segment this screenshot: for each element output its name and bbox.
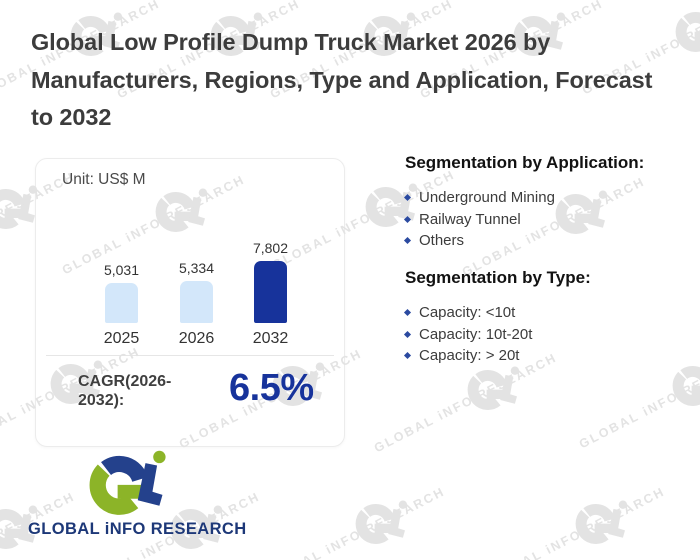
list-item-label: Capacity: 10t-20t [419,325,533,343]
list-item-label: Underground Mining [419,189,555,206]
bar-year-label: 2025 [103,330,140,347]
diamond-bullet-icon [403,351,412,360]
diamond-bullet-icon [403,330,412,338]
diamond-bullet-icon [403,236,412,245]
watermark: GLOBAL iNFO RESEARCH [372,350,560,455]
bar-value-label: 5,031 [103,262,140,278]
bar-year-label: 2026 [178,330,215,347]
brand-logo: GLOBAL iNFO RESEARCH [28,450,247,539]
page-title: Global Low Profile Dump Truck Market 202… [31,29,653,130]
bar [180,281,213,323]
bar-chart: 5,031 2025 5,334 2026 7,802 2032 [36,159,344,446]
diamond-bullet-icon [403,193,412,202]
list-item: Others [403,230,685,252]
gi-logo-icon [89,450,166,515]
list-item: Railway Tunnel [403,209,685,231]
watermark: GLOBAL iNFO RESEARCH [577,346,700,451]
card-divider [46,355,334,356]
segmentation-application-list: Underground Mining Railway Tunnel Others [403,187,685,252]
segmentation-by-application: Segmentation by Application: Underground… [403,153,685,252]
watermark: GLOBAL iNFO RESEARCH [0,489,77,560]
market-value-card: Unit: US$ M 5,031 2025 5,334 2026 7,802 2032 … [35,158,345,447]
cagr-value: 6.5% [229,367,314,409]
gi-watermark-icon [575,500,631,544]
diamond-bullet-icon [403,215,412,223]
segmentation-type-heading: Segmentation by Type: [405,268,591,287]
watermark: GLOBAL iNFO RESEARCH [480,484,668,560]
watermark: GLOBAL iNFO RESEARCH [260,484,448,560]
gi-watermark-icon [355,500,411,544]
bar [254,261,287,323]
segmentation-application-heading: Segmentation by Application: [405,153,645,172]
gi-watermark-icon [672,362,700,406]
list-item-label: Railway Tunnel [419,210,521,228]
watermark-text: GLOBAL iNFO RESEARCH [479,484,668,560]
cagr-label: CAGR(2026-2032): [78,373,172,409]
watermark: GLOBAL iNFO RESEARCH [0,169,77,274]
bar-value-label: 5,334 [178,260,215,276]
list-item-label: Capacity: <10t [419,304,516,321]
list-item-label: Capacity: > 20t [419,347,520,364]
list-item: Capacity: <10t [403,302,685,324]
list-item: Capacity: > 20t [403,345,685,367]
diamond-bullet-icon [403,308,412,317]
bar-year-label: 2032 [252,330,289,347]
list-item: Underground Mining [403,187,685,209]
bar-value-label: 7,802 [252,240,289,256]
watermark-text: GLOBAL iNFO RESEARCH [259,484,448,560]
unit-label: Unit: US$ M [62,171,146,188]
list-item: Capacity: 10t-20t [403,324,685,346]
gi-watermark-icon [467,366,523,410]
segmentation-type-list: Capacity: <10t Capacity: 10t-20t Capacity:… [403,302,685,367]
list-item-label: Others [419,232,465,249]
segmentation-by-type: Segmentation by Type: Capacity: <10t Capa… [403,268,685,367]
brand-wordmark: GLOBAL iNFO RESEARCH [28,520,247,538]
bar [105,283,138,323]
